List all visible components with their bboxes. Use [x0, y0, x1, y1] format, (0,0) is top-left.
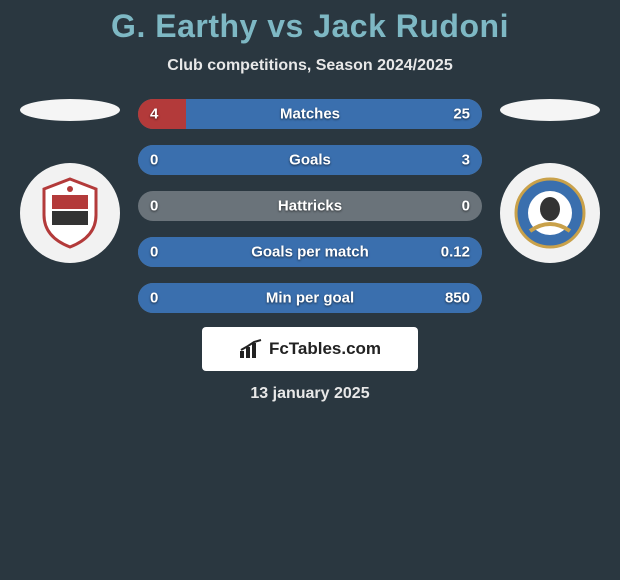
right-side	[500, 99, 600, 263]
left-crest-icon	[20, 163, 120, 263]
page-subtitle: Club competitions, Season 2024/2025	[0, 57, 620, 75]
stat-right-value: 3	[462, 152, 470, 169]
bars-chart-icon	[239, 339, 263, 359]
stat-bar: 0 Hattricks 0	[138, 191, 482, 221]
stat-label: Goals	[289, 152, 331, 169]
stat-label: Goals per match	[251, 244, 369, 261]
stat-bar-left-fill	[138, 99, 186, 129]
stat-left-value: 0	[150, 290, 158, 307]
stat-left-value: 0	[150, 244, 158, 261]
stat-right-value: 0	[462, 198, 470, 215]
page-title: G. Earthy vs Jack Rudoni	[0, 8, 620, 45]
stat-right-value: 25	[453, 106, 470, 123]
right-crest-icon	[500, 163, 600, 263]
brand-badge[interactable]: FcTables.com	[202, 327, 418, 371]
stat-left-value: 4	[150, 106, 158, 123]
left-flag-icon	[20, 99, 120, 121]
stat-left-value: 0	[150, 152, 158, 169]
footer-date: 13 january 2025	[0, 385, 620, 403]
stat-left-value: 0	[150, 198, 158, 215]
left-side	[20, 99, 120, 263]
stat-right-value: 850	[445, 290, 470, 307]
stat-bars: 4 Matches 25 0 Goals 3 0 Hattricks 0 0 Goals per m…	[138, 99, 482, 313]
comparison-card: G. Earthy vs Jack Rudoni Club competitio…	[0, 0, 620, 403]
stat-bar: 0 Min per goal 850	[138, 283, 482, 313]
left-crest-svg	[30, 173, 110, 253]
stat-right-value: 0.12	[441, 244, 470, 261]
stat-bar: 0 Goals per match 0.12	[138, 237, 482, 267]
brand-label: FcTables.com	[269, 339, 381, 359]
content-row: 4 Matches 25 0 Goals 3 0 Hattricks 0 0 Goals per m…	[0, 99, 620, 313]
right-flag-icon	[500, 99, 600, 121]
stat-bar: 4 Matches 25	[138, 99, 482, 129]
right-crest-svg	[510, 173, 590, 253]
stat-bar: 0 Goals 3	[138, 145, 482, 175]
stat-label: Matches	[280, 106, 340, 123]
stat-label: Min per goal	[266, 290, 354, 307]
stat-label: Hattricks	[278, 198, 342, 215]
